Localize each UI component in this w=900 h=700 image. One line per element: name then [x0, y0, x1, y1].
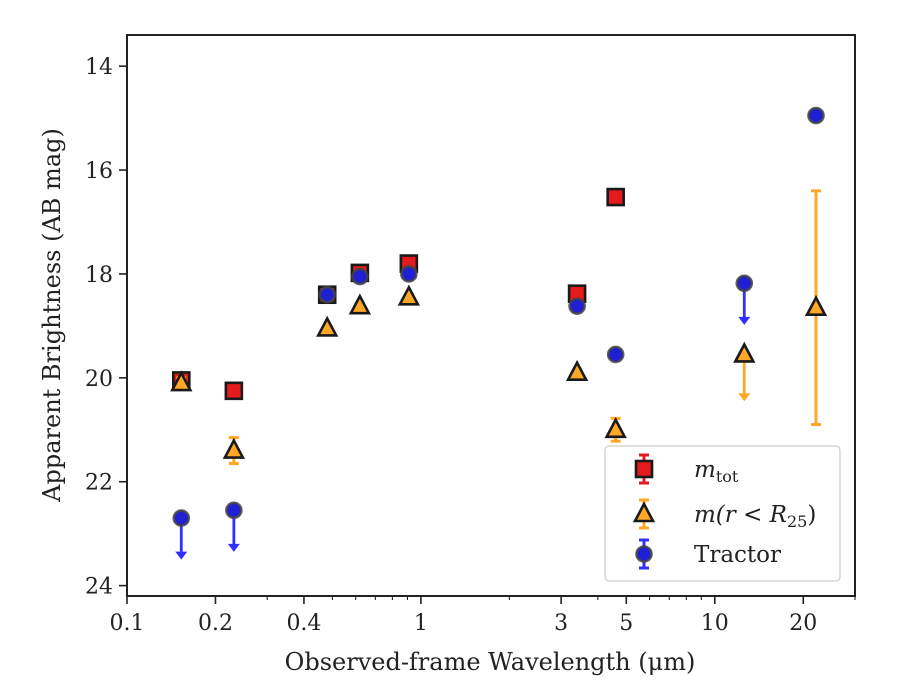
axes: 0.1 0.2 0.4 1 3 5 10 20 14 16 18 20 22 24 [85, 34, 856, 636]
series-1 [171, 187, 625, 401]
legend-marker [635, 545, 653, 563]
y-tick-label: 24 [85, 575, 113, 600]
data-point [316, 315, 339, 337]
data-point [172, 509, 191, 527]
x-tick-label: 1 [414, 611, 428, 636]
data-point [565, 359, 589, 381]
data-point [807, 106, 825, 125]
x-tick-label: 0.4 [286, 611, 321, 636]
legend-box [604, 445, 841, 582]
legend: mtot m(r < R25) Tractor [604, 445, 841, 582]
data-point [735, 274, 754, 293]
data-point [606, 345, 625, 364]
y-tick-label: 22 [85, 471, 113, 496]
x-tick-label: 10 [701, 611, 729, 636]
data-marks [170, 106, 828, 560]
x-tick-label: 0.1 [110, 611, 145, 636]
upper-limit-arrow-head [738, 393, 751, 402]
series-2 [170, 189, 828, 466]
legend-marker [634, 459, 654, 479]
data-point [222, 437, 246, 459]
x-axis-label: Observed-frame Wavelength (μm) [285, 648, 696, 676]
y-tick-label: 14 [85, 55, 113, 80]
data-point [224, 381, 244, 401]
data-point [318, 285, 337, 304]
plot-frame [126, 34, 856, 597]
series-3 [172, 106, 825, 560]
data-point [170, 370, 193, 392]
data-point [400, 265, 418, 283]
x-tick-label: 20 [789, 611, 817, 636]
data-point [804, 294, 828, 317]
x-tick-label: 5 [619, 611, 633, 636]
x-tick-label: 3 [554, 611, 568, 636]
data-point [733, 341, 756, 363]
legend-label: mtot [694, 457, 739, 486]
data-point [397, 284, 421, 306]
data-point [225, 501, 243, 520]
y-axis-label: Apparent Brightness (AB mag) [38, 128, 66, 503]
x-tick-label: 0.2 [198, 611, 233, 636]
legend-marker [632, 501, 656, 523]
y-tick-label: 20 [85, 367, 113, 392]
data-point [606, 187, 625, 207]
data-point [604, 416, 627, 439]
data-point [348, 293, 372, 315]
y-tick-label: 16 [85, 159, 113, 184]
upper-limit-arrow-head [175, 551, 188, 560]
y-tick-label: 18 [85, 263, 113, 288]
data-point [351, 267, 369, 286]
legend-label: Tractor [694, 542, 781, 568]
upper-limit-arrow-head [227, 543, 240, 552]
data-point [568, 297, 586, 315]
legend-label: m(r < R25) [694, 502, 816, 531]
upper-limit-arrow-head [738, 316, 751, 325]
